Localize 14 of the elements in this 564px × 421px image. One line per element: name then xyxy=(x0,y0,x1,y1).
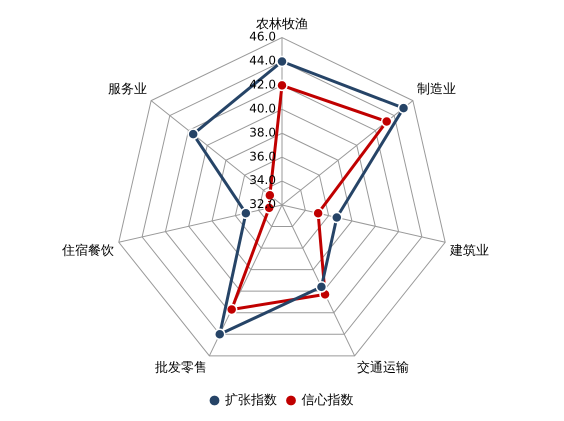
spoke-label: 住宿餐饮 xyxy=(60,242,114,258)
spoke-label: 制造业 xyxy=(416,81,456,96)
spoke-label: 批发零售 xyxy=(155,360,208,375)
spoke-label: 服务业 xyxy=(108,81,148,96)
spoke-label: 农林牧渔 xyxy=(256,16,308,32)
legend-label: 信心指数 xyxy=(302,392,354,407)
y-tick-label: 38.0 xyxy=(249,125,276,140)
y-tick-label: 46.0 xyxy=(249,30,276,44)
y-tick-label: 44.0 xyxy=(249,54,276,68)
y-tick-label: 32.0 xyxy=(249,197,276,212)
y-tick-label: 40.0 xyxy=(249,101,276,116)
spoke-label: 建筑业 xyxy=(449,242,490,258)
spoke-label: 交通运输 xyxy=(356,360,409,375)
legend-label: 扩张指数 xyxy=(225,392,277,407)
